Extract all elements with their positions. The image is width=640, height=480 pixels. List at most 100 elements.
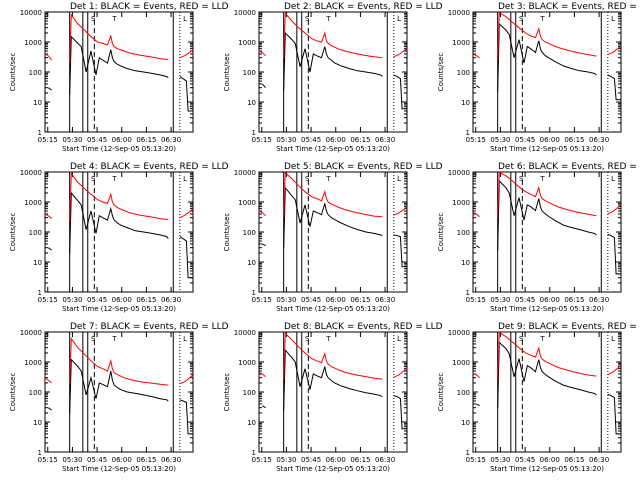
events-series-line	[476, 179, 621, 275]
x-tick-label: 06:00	[326, 136, 346, 144]
marker-letter: T	[111, 335, 117, 343]
events-series-line	[261, 31, 407, 110]
x-tick-label: 05:45	[301, 456, 321, 464]
marker-letter: L	[611, 175, 615, 183]
x-tick-label: 06:15	[136, 296, 156, 304]
x-tick-label: 06:00	[540, 296, 560, 304]
y-tick-label: 1000	[452, 199, 470, 207]
x-tick-label: 06:15	[564, 456, 584, 464]
x-tick-label: 05:30	[62, 136, 82, 144]
x-tick-label: 06:30	[375, 296, 395, 304]
x-tick-label: 06:30	[589, 456, 609, 464]
lld-series-line	[258, 332, 408, 380]
y-tick-label: 1	[466, 289, 470, 297]
x-axis-label: Start Time (12-Sep-05 05:13:20)	[276, 305, 390, 313]
marker-letter: T	[325, 15, 331, 23]
panel-title: Det 5: BLACK = Events, RED = LLD	[284, 162, 443, 172]
x-tick-label: 06:30	[589, 136, 609, 144]
x-tick-label: 05:15	[252, 456, 272, 464]
panel-det-4: Det 4: BLACK = Events, RED = LLD 1 10 100 10…	[9, 162, 229, 313]
marker-letter: L	[397, 335, 401, 343]
y-tick-label: 1000	[238, 39, 256, 47]
x-tick-label: 05:30	[62, 296, 82, 304]
y-tick-label: 10	[33, 259, 42, 267]
marker-letter: S	[305, 175, 310, 183]
panel-det-3: Det 3: BLACK = Events, RED = LLD 1 10 100 10…	[437, 2, 640, 153]
panel-title: Det 2: BLACK = Events, RED = LLD	[284, 2, 443, 12]
y-tick-label: 100	[243, 389, 256, 397]
y-axis-label: Counts/sec	[9, 53, 17, 92]
y-tick-label: 1	[466, 129, 470, 137]
x-tick-label: 05:15	[38, 136, 58, 144]
x-axis-label: Start Time (12-Sep-05 05:13:20)	[62, 145, 176, 153]
x-tick-label: 05:15	[466, 456, 486, 464]
plot-frame	[472, 171, 622, 293]
x-tick-label: 06:15	[350, 456, 370, 464]
x-tick-label: 06:15	[564, 136, 584, 144]
panel-title: Det 8: BLACK = Events, RED = LLD	[284, 322, 443, 332]
y-tick-label: 100	[457, 389, 470, 397]
y-tick-label: 10000	[448, 9, 470, 17]
x-tick-label: 06:00	[540, 456, 560, 464]
marker-letter: T	[325, 335, 331, 343]
panel-det-9: Det 9: BLACK = Events, RED = LLD 1 10 100 10…	[437, 322, 640, 473]
y-tick-label: 10000	[20, 9, 42, 17]
x-tick-label: 05:30	[276, 456, 296, 464]
y-axis-label: Counts/sec	[9, 373, 17, 412]
events-series-line	[48, 358, 193, 435]
x-tick-label: 06:15	[350, 136, 370, 144]
marker-letter: S	[91, 15, 96, 23]
y-tick-label: 100	[457, 69, 470, 77]
marker-letter: T	[325, 175, 331, 183]
x-tick-label: 06:30	[589, 296, 609, 304]
x-axis-label: Start Time (12-Sep-05 05:13:20)	[276, 145, 390, 153]
marker-letter: T	[539, 335, 545, 343]
x-tick-label: 05:45	[87, 456, 107, 464]
y-tick-label: 100	[29, 229, 42, 237]
marker-letter: L	[183, 335, 187, 343]
plot-frame	[44, 11, 194, 133]
events-series-line	[476, 22, 621, 101]
lld-series-line	[258, 12, 408, 59]
events-series-line	[48, 35, 193, 112]
y-tick-label: 10000	[448, 169, 470, 177]
panel-det-2: Det 2: BLACK = Events, RED = LLD 1 10 100 10…	[223, 2, 443, 153]
y-tick-label: 1	[38, 449, 42, 457]
panel-det-7: Det 7: BLACK = Events, RED = LLD 1 10 100 10…	[9, 322, 229, 473]
y-tick-label: 10000	[448, 329, 470, 337]
y-axis-label: Counts/sec	[9, 213, 17, 252]
x-tick-label: 06:00	[326, 456, 346, 464]
marker-letter: T	[539, 175, 545, 183]
y-axis-label: Counts/sec	[437, 213, 445, 252]
x-tick-label: 05:45	[515, 456, 535, 464]
y-tick-label: 1000	[24, 39, 42, 47]
x-tick-label: 05:45	[301, 296, 321, 304]
x-tick-label: 06:00	[540, 136, 560, 144]
x-tick-label: 05:15	[38, 296, 58, 304]
x-axis-label: Start Time (12-Sep-05 05:13:20)	[490, 465, 604, 473]
x-tick-label: 05:15	[466, 296, 486, 304]
x-tick-label: 05:30	[490, 296, 510, 304]
marker-letter: S	[519, 15, 524, 23]
x-tick-label: 05:45	[515, 296, 535, 304]
x-tick-label: 05:15	[252, 136, 272, 144]
x-axis-label: Start Time (12-Sep-05 05:13:20)	[62, 465, 176, 473]
y-tick-label: 10000	[20, 169, 42, 177]
x-tick-label: 05:45	[87, 296, 107, 304]
events-series-line	[262, 186, 407, 268]
y-tick-label: 10	[33, 99, 42, 107]
x-tick-label: 06:00	[112, 136, 132, 144]
y-tick-label: 10	[247, 259, 256, 267]
marker-letter: L	[397, 15, 401, 23]
x-tick-label: 06:15	[136, 456, 156, 464]
panel-title: Det 1: BLACK = Events, RED = LLD	[70, 2, 229, 12]
marker-letter: T	[111, 15, 117, 23]
y-tick-label: 100	[243, 229, 256, 237]
y-tick-label: 1	[252, 289, 256, 297]
y-axis-label: Counts/sec	[437, 373, 445, 412]
events-series-line	[262, 348, 407, 430]
y-tick-label: 10	[461, 99, 470, 107]
marker-letter: L	[183, 175, 187, 183]
x-tick-label: 05:15	[466, 136, 486, 144]
